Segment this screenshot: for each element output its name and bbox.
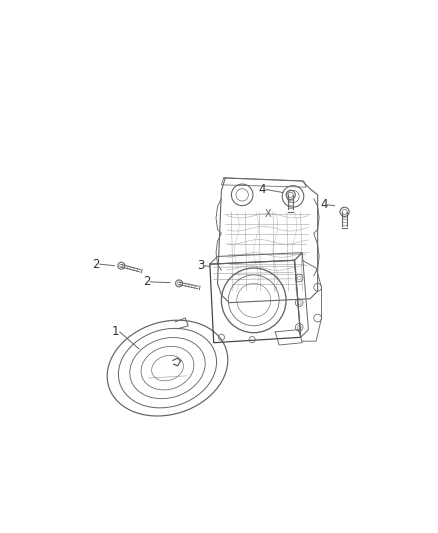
Text: 2: 2 xyxy=(92,257,99,271)
Text: 4: 4 xyxy=(320,198,328,212)
Text: X: X xyxy=(264,209,271,219)
Text: 3: 3 xyxy=(197,259,204,272)
Text: 2: 2 xyxy=(143,276,151,288)
Text: 1: 1 xyxy=(112,326,120,338)
Text: 4: 4 xyxy=(258,183,266,196)
